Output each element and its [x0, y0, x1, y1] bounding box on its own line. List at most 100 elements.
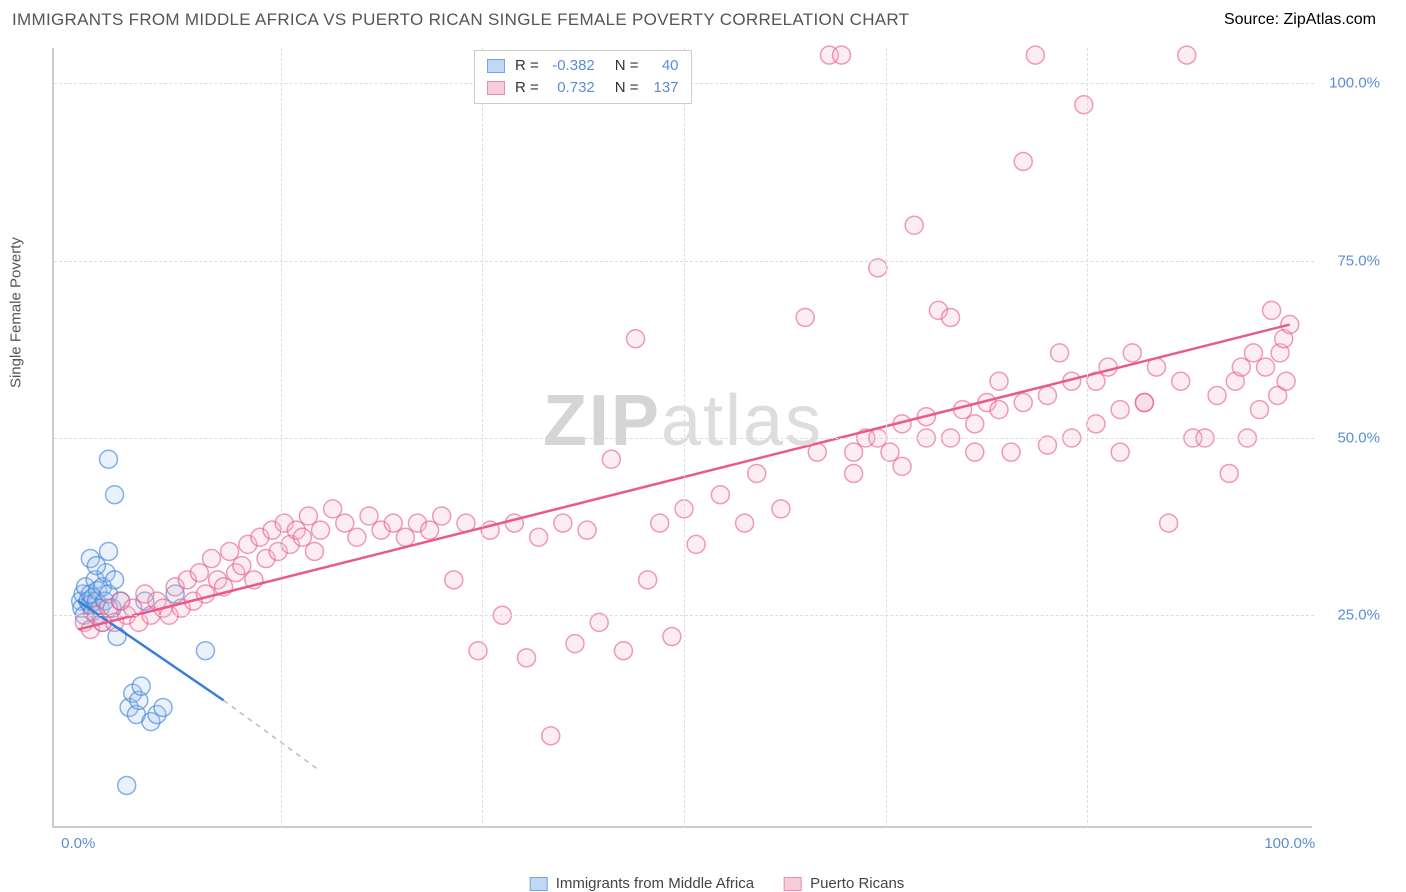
data-point	[203, 550, 221, 568]
data-point	[530, 528, 548, 546]
data-point	[990, 401, 1008, 419]
data-point	[1002, 443, 1020, 461]
data-point	[1257, 358, 1275, 376]
data-point	[1244, 344, 1262, 362]
data-point	[154, 698, 172, 716]
gridline-vertical	[886, 48, 887, 828]
data-point	[299, 507, 317, 525]
legend-row: R =0.732N =137	[487, 77, 679, 99]
data-point	[1123, 344, 1141, 362]
data-point	[1014, 394, 1032, 412]
data-point	[1160, 514, 1178, 532]
data-point	[421, 521, 439, 539]
data-point	[221, 542, 239, 560]
legend-swatch	[487, 81, 505, 95]
data-point	[627, 330, 645, 348]
data-point	[881, 443, 899, 461]
data-point	[324, 500, 342, 518]
data-point	[305, 542, 323, 560]
y-axis-title: Single Female Poverty	[8, 237, 25, 388]
source-label: Source:	[1224, 11, 1284, 28]
plot-area: ZIPatlas R =-0.382N =40R =0.732N =137 25…	[52, 48, 1312, 828]
data-point	[106, 486, 124, 504]
data-point	[312, 521, 330, 539]
data-point	[1250, 401, 1268, 419]
legend-row: R =-0.382N =40	[487, 55, 679, 77]
legend-item: Immigrants from Middle Africa	[530, 875, 754, 892]
data-point	[845, 443, 863, 461]
data-point	[505, 514, 523, 532]
data-point	[190, 564, 208, 582]
data-point	[196, 642, 214, 660]
data-point	[1075, 96, 1093, 114]
data-point	[433, 507, 451, 525]
legend-label: Puerto Ricans	[810, 875, 904, 892]
data-point	[445, 571, 463, 589]
y-tick-label: 25.0%	[1320, 607, 1380, 624]
legend-r-value: -0.382	[545, 55, 595, 77]
legend-n-label: N =	[615, 77, 639, 99]
data-point	[893, 457, 911, 475]
data-point	[1038, 386, 1056, 404]
legend-item: Puerto Ricans	[784, 875, 904, 892]
data-point	[905, 216, 923, 234]
correlation-legend: R =-0.382N =40R =0.732N =137	[474, 50, 692, 104]
data-point	[990, 372, 1008, 390]
data-point	[132, 677, 150, 695]
data-point	[1026, 46, 1044, 64]
data-point	[1111, 443, 1129, 461]
data-point	[1135, 394, 1153, 412]
y-tick-label: 75.0%	[1320, 252, 1380, 269]
data-point	[614, 642, 632, 660]
data-point	[566, 635, 584, 653]
chart-title: IMMIGRANTS FROM MIDDLE AFRICA VS PUERTO …	[12, 10, 909, 30]
data-point	[1277, 372, 1295, 390]
y-tick-label: 50.0%	[1320, 430, 1380, 447]
data-point	[942, 308, 960, 326]
data-point	[360, 507, 378, 525]
data-point	[578, 521, 596, 539]
gridline-vertical	[1087, 48, 1088, 828]
data-point	[736, 514, 754, 532]
data-point	[348, 528, 366, 546]
data-point	[1232, 358, 1250, 376]
gridline-vertical	[482, 48, 483, 828]
y-tick-label: 100.0%	[1320, 75, 1380, 92]
data-point	[748, 464, 766, 482]
data-point	[1099, 358, 1117, 376]
data-point	[711, 486, 729, 504]
legend-n-label: N =	[615, 55, 639, 77]
data-point	[966, 443, 984, 461]
data-point	[772, 500, 790, 518]
data-point	[1208, 386, 1226, 404]
data-point	[106, 571, 124, 589]
regression-line-extension	[224, 700, 321, 771]
source-name: ZipAtlas.com	[1284, 11, 1376, 28]
data-point	[518, 649, 536, 667]
gridline-vertical	[281, 48, 282, 828]
data-point	[1014, 152, 1032, 170]
data-point	[1111, 401, 1129, 419]
data-point	[118, 776, 136, 794]
data-point	[554, 514, 572, 532]
series-legend: Immigrants from Middle Africa Puerto Rica…	[530, 875, 905, 892]
x-tick-label: 100.0%	[1264, 835, 1315, 852]
gridline-vertical	[684, 48, 685, 828]
data-point	[833, 46, 851, 64]
data-point	[542, 727, 560, 745]
legend-n-value: 40	[645, 55, 679, 77]
x-tick-label: 0.0%	[61, 835, 95, 852]
legend-r-value: 0.732	[545, 77, 595, 99]
legend-n-value: 137	[645, 77, 679, 99]
data-point	[396, 528, 414, 546]
data-point	[100, 542, 118, 560]
data-point	[1172, 372, 1190, 390]
data-point	[336, 514, 354, 532]
data-point	[639, 571, 657, 589]
data-point	[966, 415, 984, 433]
data-point	[233, 557, 251, 575]
legend-swatch	[784, 877, 802, 891]
data-point	[1263, 301, 1281, 319]
data-point	[87, 557, 105, 575]
data-point	[663, 628, 681, 646]
